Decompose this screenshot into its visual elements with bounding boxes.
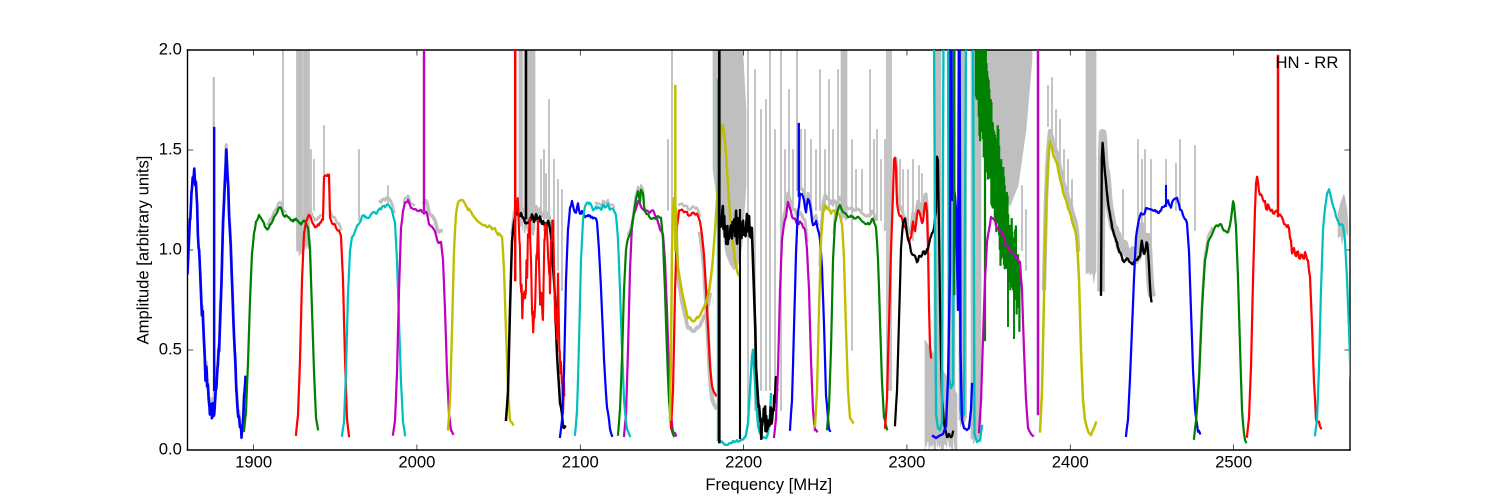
svg-text:HN - RR: HN - RR — [1275, 53, 1338, 72]
svg-text:2500: 2500 — [1215, 453, 1252, 472]
svg-text:2400: 2400 — [1052, 453, 1089, 472]
svg-text:0.5: 0.5 — [159, 339, 182, 358]
svg-text:2.0: 2.0 — [159, 39, 182, 58]
svg-text:1.0: 1.0 — [159, 239, 182, 258]
svg-text:0.0: 0.0 — [159, 439, 182, 458]
svg-text:1.5: 1.5 — [159, 139, 182, 158]
svg-text:Frequency [MHz]: Frequency [MHz] — [705, 475, 832, 494]
svg-text:1900: 1900 — [235, 453, 272, 472]
svg-text:2300: 2300 — [888, 453, 925, 472]
svg-text:Amplitude [arbitrary units]: Amplitude [arbitrary units] — [133, 156, 152, 345]
svg-text:2100: 2100 — [562, 453, 599, 472]
svg-text:2200: 2200 — [725, 453, 762, 472]
svg-text:2000: 2000 — [398, 453, 435, 472]
